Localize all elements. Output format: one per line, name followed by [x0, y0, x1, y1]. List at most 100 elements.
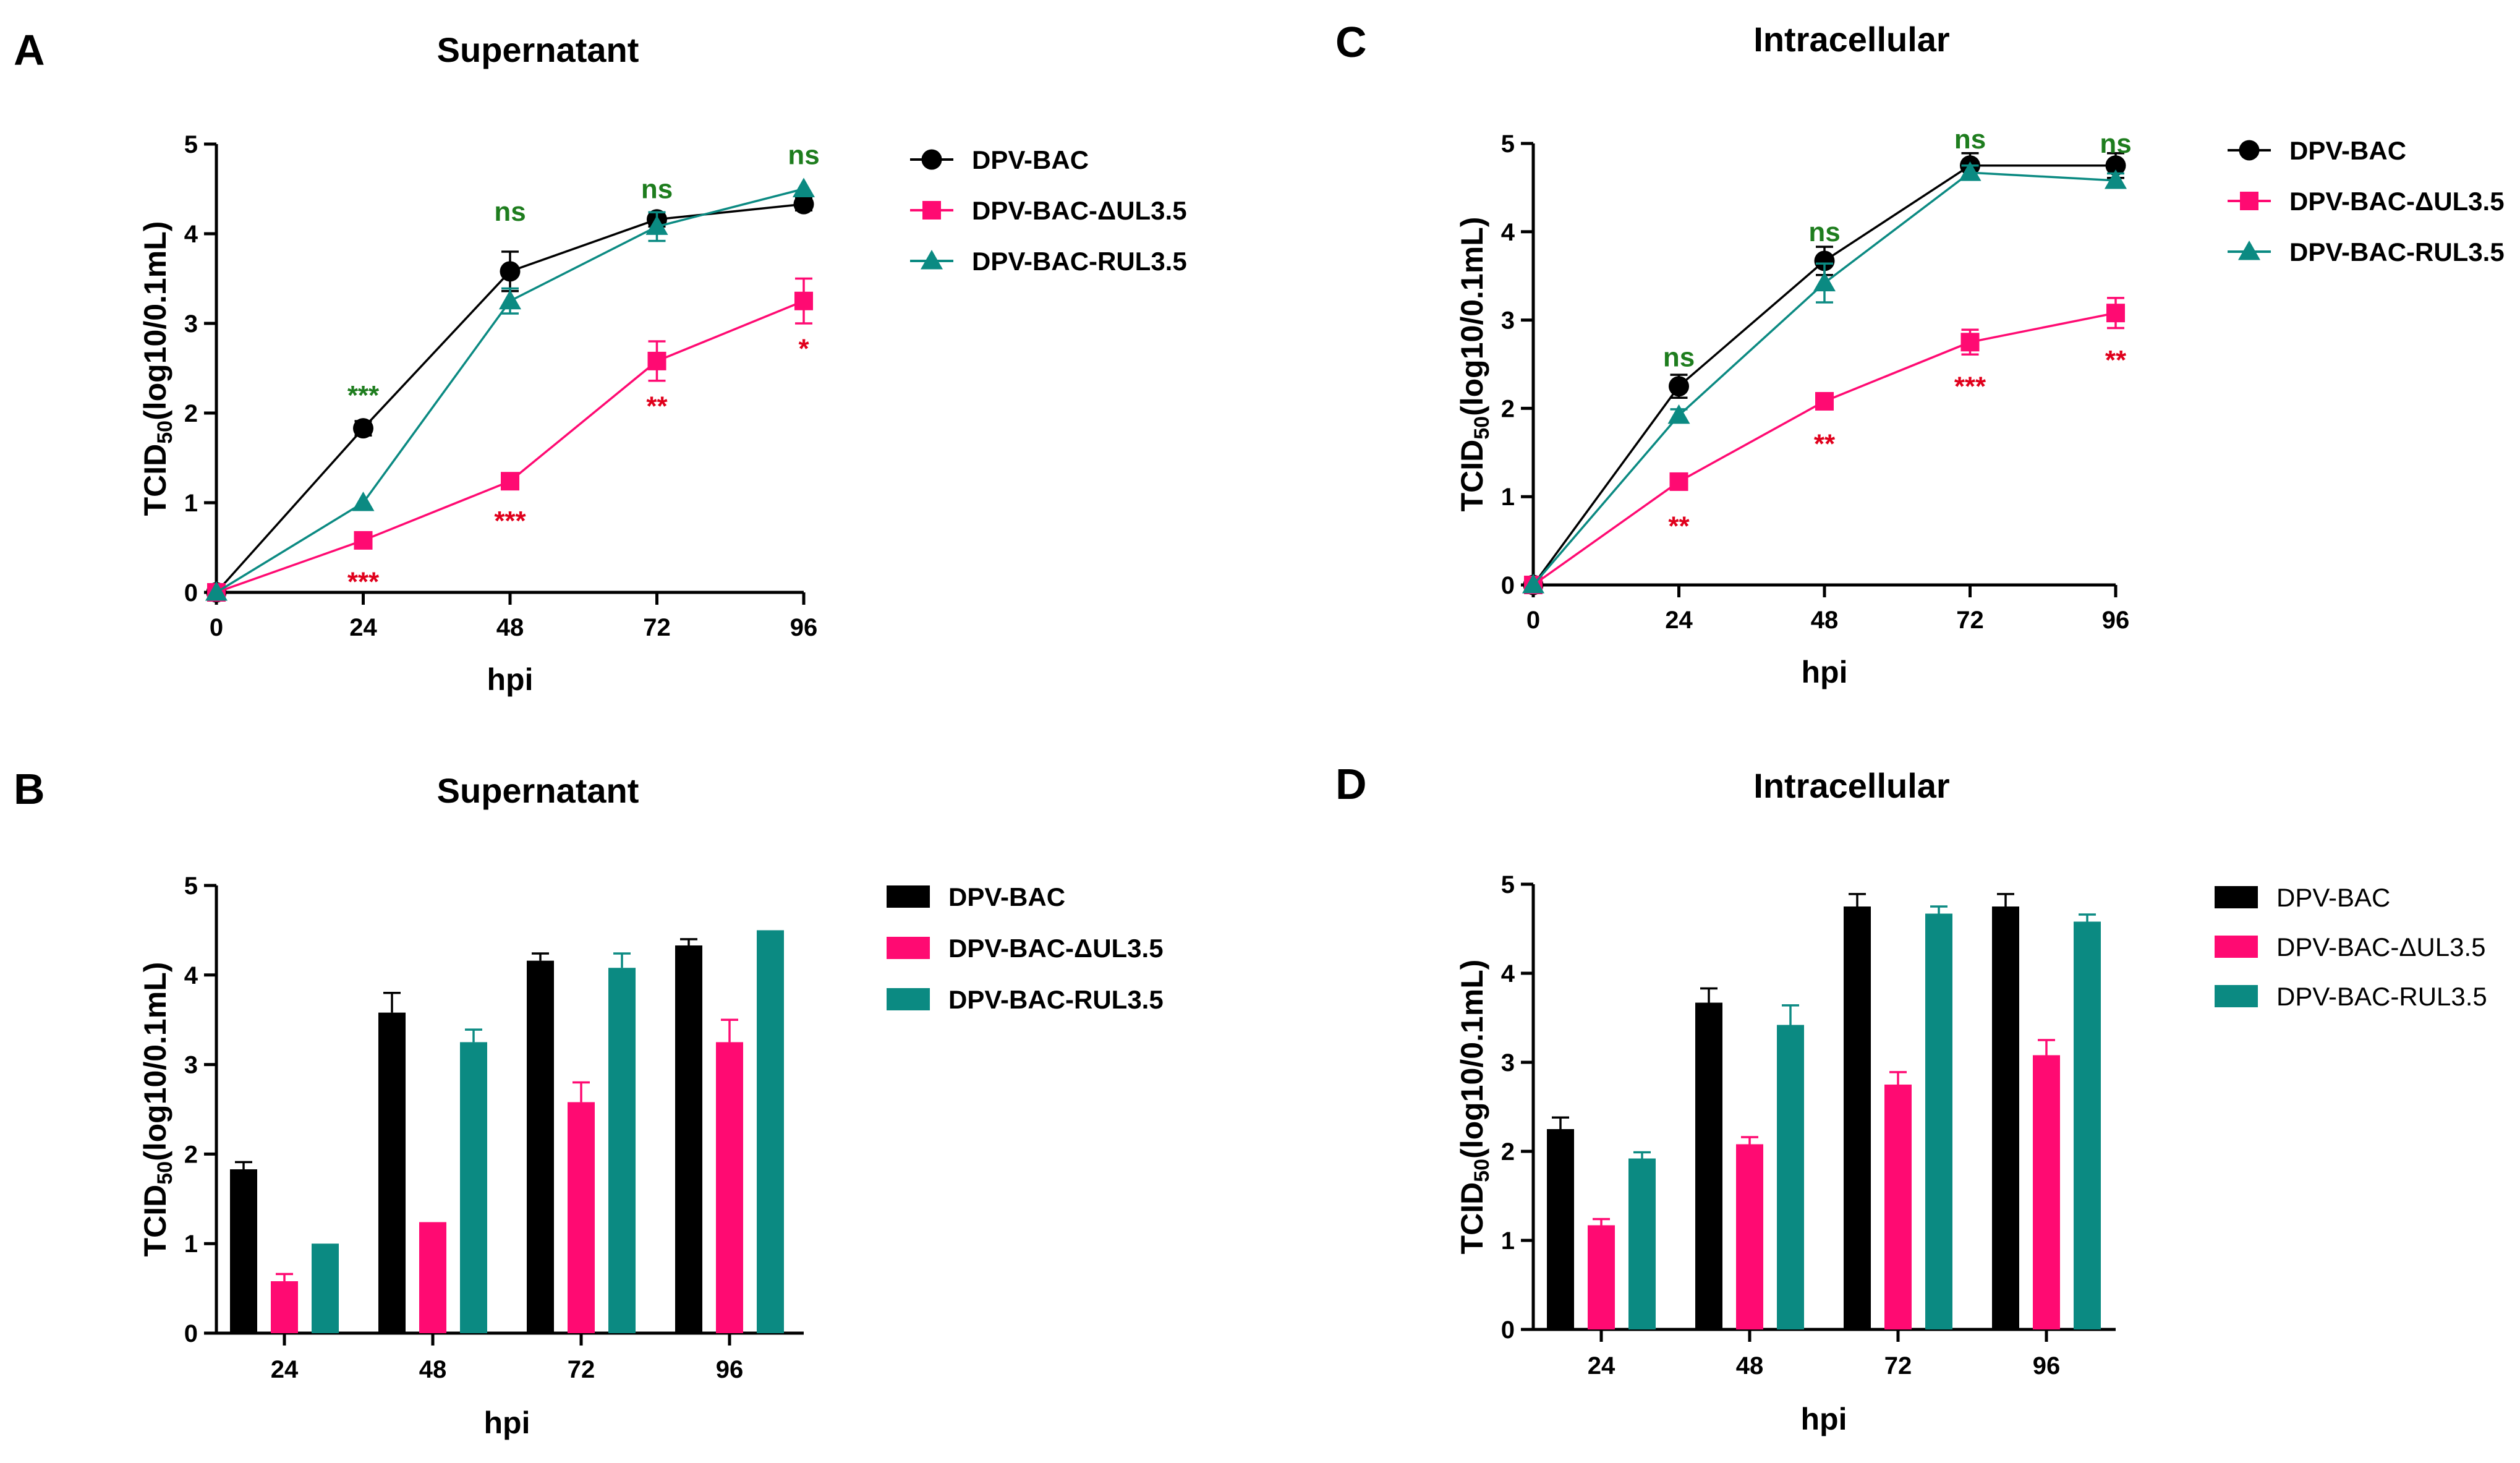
data-point [354, 531, 373, 550]
series-line [216, 300, 804, 594]
bar [608, 968, 636, 1333]
x-tick-label: 0 [1526, 607, 1540, 634]
series-1 [207, 277, 813, 602]
x-tick-label: 48 [1736, 1352, 1764, 1380]
legend-label: DPV-BAC-ΔUL3.5 [2276, 932, 2486, 962]
y-label-main: TCID [1455, 1182, 1489, 1255]
y-tick-label: 3 [1501, 1049, 1515, 1077]
bar [2033, 1055, 2060, 1329]
significance-label: ns [1808, 217, 1840, 247]
x-tick-label: 48 [1811, 607, 1839, 634]
y-tick-label: 1 [1501, 484, 1515, 511]
panel-letter: A [14, 26, 45, 74]
significance-label: *** [347, 380, 380, 411]
y-tick-label: 2 [184, 400, 198, 427]
series-2 [1522, 161, 2127, 594]
legend-label: DPV-BAC [948, 882, 1065, 911]
data-point [352, 492, 375, 511]
legend-label: DPV-BAC-ΔUL3.5 [2289, 187, 2505, 216]
legend-label: DPV-BAC-ΔUL3.5 [972, 196, 1187, 225]
bar [2074, 921, 2101, 1329]
data-point [1960, 333, 1980, 352]
y-tick-label: 5 [1501, 871, 1515, 898]
chart-title: Supernatant [437, 30, 639, 69]
y-label-tail: (log10/0.1mL) [1455, 960, 1489, 1159]
legend-label: DPV-BAC [972, 145, 1089, 174]
y-label-subscript: 50 [1470, 416, 1494, 440]
bar [312, 1243, 339, 1333]
bar [1777, 1025, 1804, 1329]
bar [527, 960, 554, 1333]
panel-letter: B [14, 765, 45, 813]
data-point [1815, 391, 1834, 411]
x-tick-label: 0 [210, 614, 223, 641]
legend-label: DPV-BAC [2289, 136, 2406, 165]
bar [1547, 1129, 1574, 1329]
bar [460, 1042, 487, 1333]
significance-label: ** [646, 391, 668, 421]
legend-label: DPV-BAC-RUL3.5 [972, 247, 1187, 276]
legend-swatch [887, 885, 930, 908]
x-tick-label: 48 [496, 614, 524, 641]
significance-label: *** [494, 506, 526, 536]
data-point [1522, 574, 1544, 594]
y-tick-label: 4 [1501, 219, 1515, 246]
legend-marker [2239, 140, 2260, 161]
y-axis-label: TCID50(log10/0.1mL) [138, 962, 177, 1257]
data-point [2105, 155, 2126, 176]
legend-swatch [887, 988, 930, 1010]
y-label-main: TCID [1455, 440, 1489, 512]
significance-label: ns [1954, 124, 1986, 155]
legend-label: DPV-BAC-RUL3.5 [2289, 237, 2505, 267]
y-axis-label: TCID50(log10/0.1mL) [1455, 960, 1494, 1255]
significance-label: ns [494, 197, 526, 227]
panel-letter: D [1335, 760, 1367, 808]
legend-swatch [2215, 936, 2258, 958]
y-tick-label: 5 [184, 872, 198, 900]
y-tick-label: 0 [184, 1320, 198, 1347]
data-point [501, 472, 519, 491]
y-tick-label: 0 [1501, 572, 1515, 599]
y-tick-label: 5 [1501, 130, 1515, 158]
significance-label: *** [347, 567, 380, 597]
x-axis-label: hpi [1802, 655, 1848, 689]
x-axis-label: hpi [487, 662, 534, 697]
bar [568, 1102, 595, 1333]
data-point [794, 291, 813, 310]
y-label-tail: (log10/0.1mL) [138, 221, 172, 420]
legend-label: DPV-BAC [2276, 883, 2390, 912]
y-axis-label: TCID50(log10/0.1mL) [1455, 217, 1494, 512]
data-point [2106, 304, 2125, 323]
y-tick-label: 1 [184, 490, 198, 517]
data-point [1667, 404, 1690, 424]
x-tick-label: 72 [568, 1356, 595, 1383]
y-tick-label: 2 [1501, 395, 1515, 422]
data-point [1959, 161, 1982, 181]
y-tick-label: 4 [184, 962, 198, 989]
bar-chart-D: 0 1 2 3 4 5 Intracellular D TCID50(log10/0.1mL) 2… [1335, 760, 2487, 1436]
y-label-subscript: 50 [1470, 1159, 1494, 1182]
bar [1736, 1144, 1763, 1329]
line-chart-C: 0 1 2 3 4 5 Intracellular C TCID50(log10/0.1mL) 0… [1335, 18, 2505, 689]
legend-swatch [887, 937, 930, 959]
line-chart-A: 0 1 2 3 4 5 Supernatant A TCID50(log10/0.1mL) 0 24… [14, 26, 1187, 697]
x-tick-label: 96 [790, 614, 818, 641]
y-label-tail: (log10/0.1mL) [138, 962, 172, 1161]
data-point [645, 215, 668, 235]
data-point [353, 418, 373, 439]
y-tick-label: 4 [1501, 960, 1515, 987]
data-point [500, 261, 521, 282]
bar [1844, 906, 1871, 1329]
y-label-main: TCID [138, 444, 172, 516]
significance-label: ** [2105, 345, 2127, 375]
data-point [1813, 271, 1836, 292]
chart-title: Intracellular [1753, 20, 1949, 59]
y-tick-label: 1 [1501, 1227, 1515, 1255]
y-tick-label: 5 [184, 131, 198, 158]
x-tick-label: 24 [1588, 1352, 1615, 1380]
y-tick-label: 0 [1501, 1316, 1515, 1344]
x-tick-label: 24 [1665, 607, 1693, 634]
significance-label: ns [641, 174, 673, 205]
y-tick-label: 2 [1501, 1138, 1515, 1166]
